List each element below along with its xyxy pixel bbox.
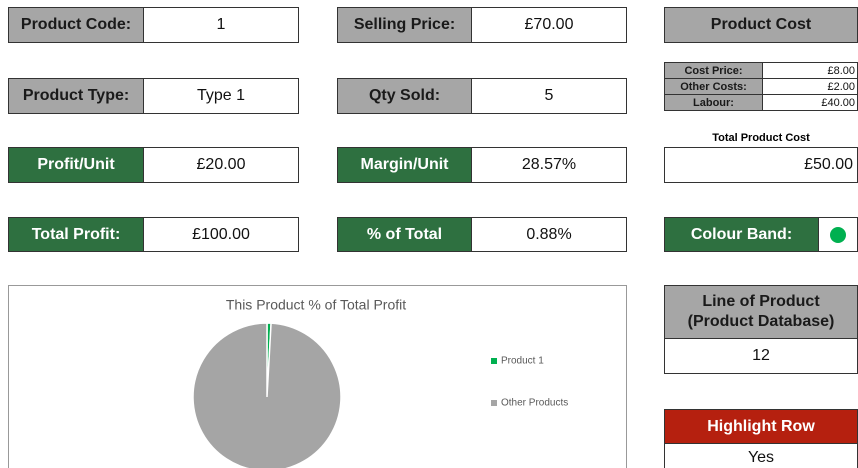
field-label: Total Profit: <box>8 217 144 252</box>
field-label: Profit/Unit <box>8 147 144 183</box>
field-value: 28.57% <box>471 147 627 183</box>
field-label: Product Type: <box>8 78 144 114</box>
field-label: % of Total <box>337 217 472 252</box>
field-value: Yes <box>664 443 858 468</box>
field-value: Type 1 <box>143 78 299 114</box>
cost-label: Other Costs: <box>664 78 763 95</box>
field-value: 1 <box>143 7 299 43</box>
field-label: Qty Sold: <box>337 78 472 114</box>
section-header: Line of Product (Product Database) <box>664 285 858 339</box>
field-value: 12 <box>664 338 858 374</box>
field-label: Selling Price: <box>337 7 472 43</box>
pie-chart: This Product % of Total Profit Product 1… <box>192 297 568 468</box>
chart-frame: This Product % of Total Profit Product 1… <box>8 285 627 468</box>
chart-title: This Product % of Total Profit <box>226 297 406 313</box>
field-value: £70.00 <box>471 7 627 43</box>
field-value: 0.88% <box>471 217 627 252</box>
header-line: Line of Product <box>702 293 820 310</box>
legend-label: Product 1 <box>501 356 544 367</box>
legend-swatch <box>491 358 497 364</box>
colour-band-cell <box>818 217 858 252</box>
field-label: Colour Band: <box>664 217 819 252</box>
section-header: Product Cost <box>664 7 858 43</box>
field-value: 5 <box>471 78 627 114</box>
header-line: (Product Database) <box>687 313 835 330</box>
cost-value: £2.00 <box>762 78 858 95</box>
cost-label: Cost Price: <box>664 62 763 79</box>
legend-swatch <box>491 400 497 406</box>
field-value: £100.00 <box>143 217 299 252</box>
cost-label: Labour: <box>664 94 763 111</box>
field-label: Margin/Unit <box>337 147 472 183</box>
pie-slice <box>192 322 342 468</box>
legend-label: Other Products <box>501 398 568 409</box>
cost-value: £8.00 <box>762 62 858 79</box>
highlight-header: Highlight Row <box>664 409 858 444</box>
cost-value: £40.00 <box>762 94 858 111</box>
colour-band-dot <box>830 226 846 243</box>
field-value: £20.00 <box>143 147 299 183</box>
field-label: Product Code: <box>8 7 144 43</box>
total-cost-label: Total Product Cost <box>712 132 810 144</box>
total-cost-value: £50.00 <box>664 147 858 183</box>
